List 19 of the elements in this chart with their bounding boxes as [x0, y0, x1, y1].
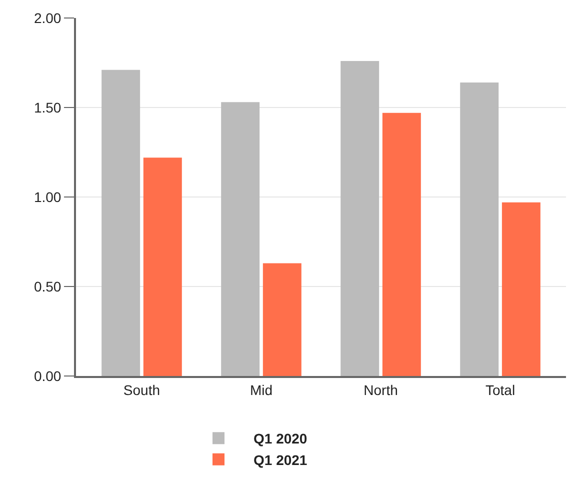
- y-tick-label: 0.00: [34, 368, 62, 384]
- bar: [460, 82, 499, 376]
- legend-label: Q1 2020: [254, 430, 308, 447]
- y-tick-label: 1.50: [34, 99, 62, 116]
- y-tick-label: 0.50: [34, 278, 62, 294]
- bar: [502, 202, 540, 376]
- x-tick-label: Total: [485, 382, 516, 398]
- bar: [143, 158, 182, 376]
- x-tick-label: South: [123, 382, 160, 398]
- x-tick-label: Mid: [250, 382, 273, 398]
- y-tick-label: 1.00: [34, 188, 62, 205]
- bar: [382, 112, 421, 376]
- legend-label: Q1 2021: [254, 452, 308, 468]
- bar: [262, 263, 302, 376]
- bar: [221, 102, 260, 376]
- y-tick-label: 2.00: [34, 10, 62, 26]
- bar: [102, 70, 140, 376]
- bar: [340, 60, 380, 376]
- x-tick-label: North: [364, 382, 398, 398]
